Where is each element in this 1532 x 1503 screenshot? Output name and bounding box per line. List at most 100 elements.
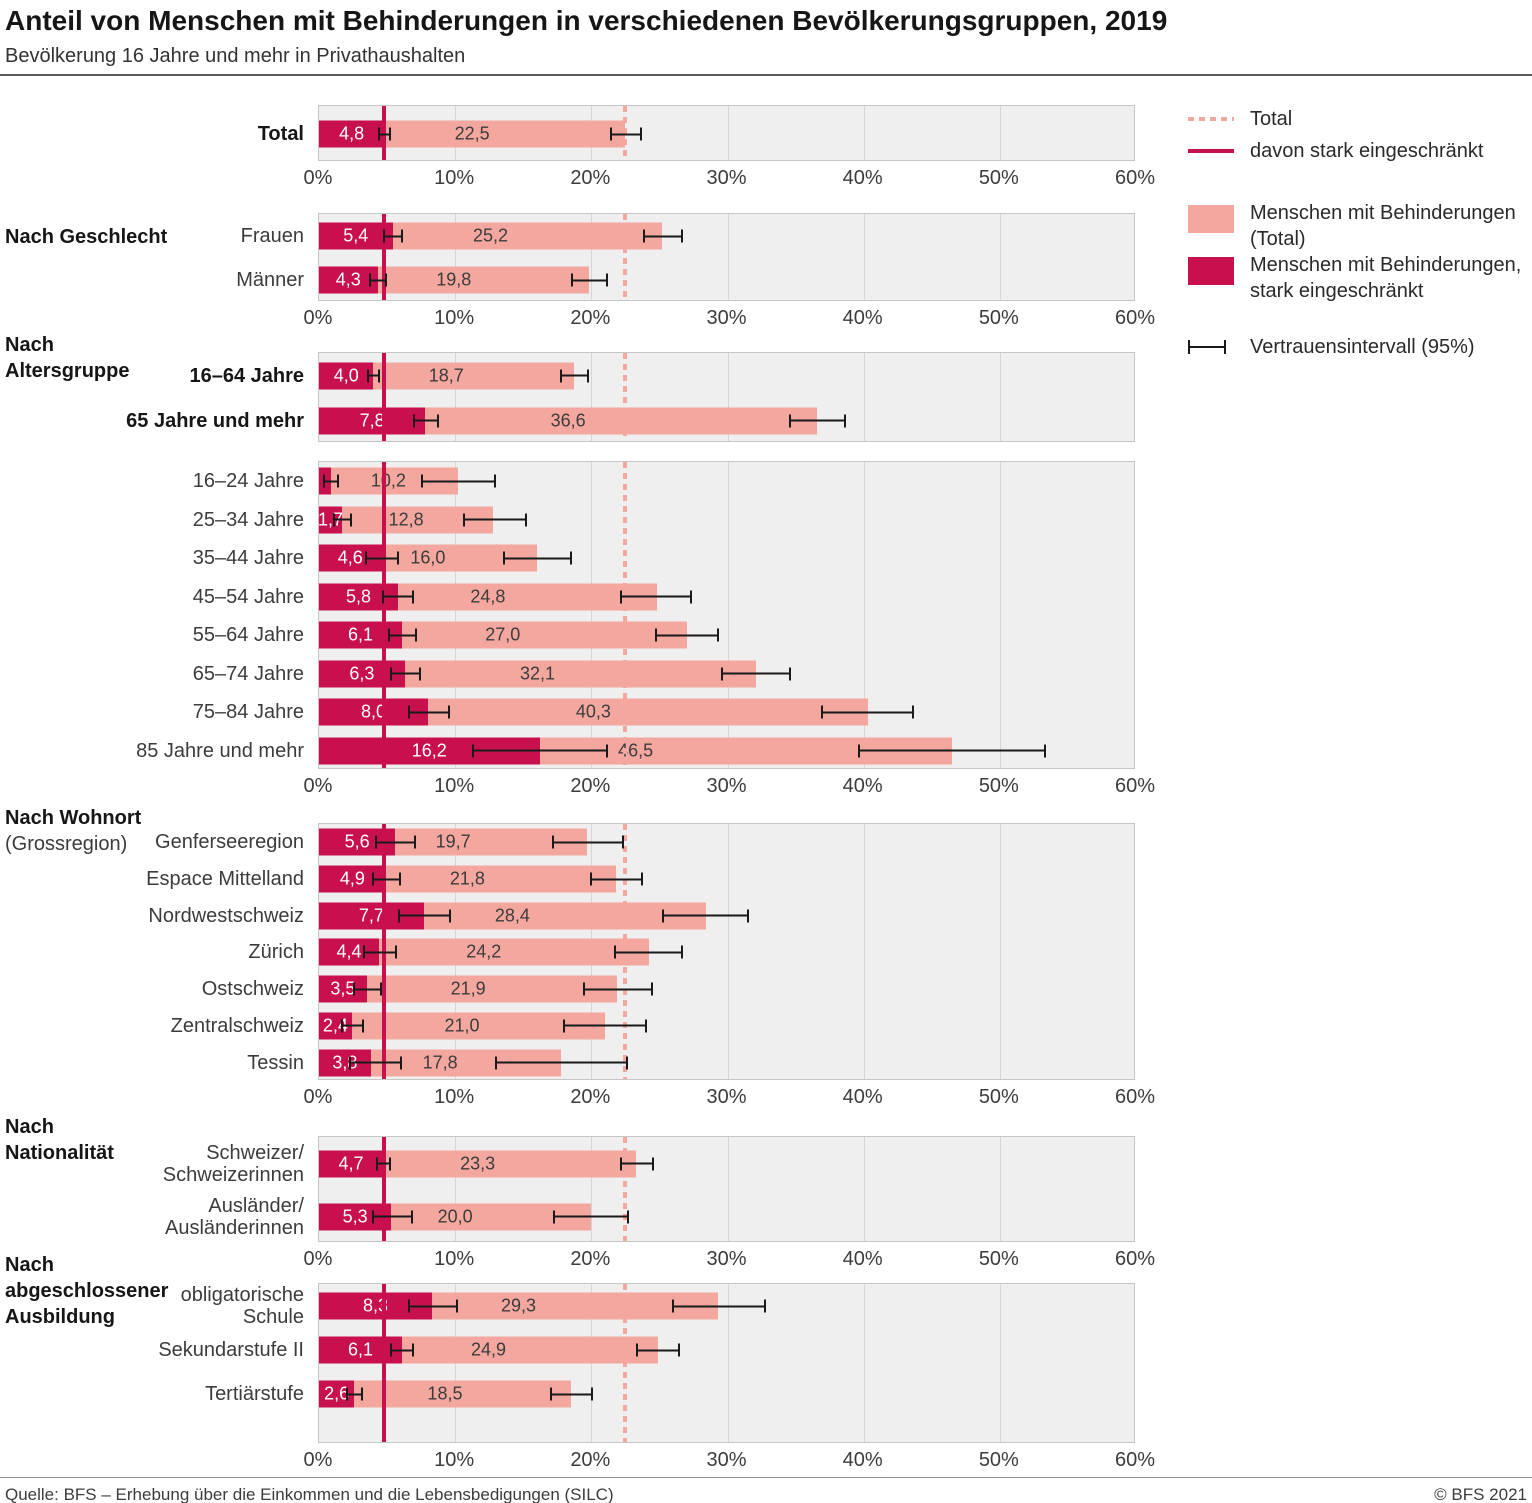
ci-total <box>655 628 720 642</box>
value-label-total: 20,0 <box>437 1206 473 1226</box>
value-label-severe: 4,7 <box>338 1153 364 1173</box>
bar-row: Sekundarstufe II 24,9 6,1 <box>158 1328 1134 1372</box>
value-label-total: 17,8 <box>422 1052 458 1073</box>
plot-area: Total 22,5 4,8 <box>258 105 1135 162</box>
plot-area: Schweizer/ Schweizerinnen 23,3 4,7 Auslände… <box>163 1136 1135 1242</box>
ci-total <box>589 872 644 886</box>
value-label-total: 21,8 <box>449 868 485 889</box>
ci-severe <box>372 872 401 886</box>
ref-line-severe <box>382 1137 387 1241</box>
ci-severe <box>369 273 388 287</box>
axis-tick-label: 50% <box>978 307 1019 329</box>
row-label: 25–34 Jahre <box>192 508 304 531</box>
axis-tick-label: 20% <box>570 1086 611 1108</box>
row-label: Total <box>257 123 304 145</box>
value-label-total: 23,3 <box>460 1153 496 1173</box>
axis-tick-label: 60% <box>1114 1086 1156 1108</box>
axis-tick-label: 10% <box>434 307 475 329</box>
bar-row: 55–64 Jahre 27,0 6,1 <box>193 616 1134 655</box>
gridline <box>863 353 865 441</box>
gridline <box>727 1284 729 1442</box>
axis-tick-label: 10% <box>434 775 475 797</box>
section-line: Nach <box>5 334 54 356</box>
section-line: (Grossregion) <box>5 833 128 855</box>
bar-row: Frauen 25,2 5,4 <box>241 214 1134 258</box>
ci-severe <box>389 667 422 681</box>
gridline <box>591 462 593 768</box>
axis-tick-label: 60% <box>1114 1248 1156 1270</box>
total-box-swatch-icon <box>1188 200 1234 233</box>
value-label-total: 16,0 <box>410 547 446 568</box>
value-label-total: 28,4 <box>494 905 530 926</box>
bar-row: 85 Jahre und mehr 46,5 16,2 <box>136 732 1134 771</box>
axis-tick-label: 50% <box>978 775 1019 797</box>
axis-tick-label: 30% <box>706 1086 747 1108</box>
bar-row: Genferseeregion 19,7 5,6 <box>155 824 1134 861</box>
bar-row: Schweizer/ Schweizerinnen 23,3 4,7 <box>163 1137 1134 1190</box>
value-label-severe: 7,8 <box>359 410 385 430</box>
value-label-severe: 6,1 <box>348 1339 374 1360</box>
total-dotted-line-icon <box>1188 106 1234 121</box>
gridline <box>999 1284 1001 1442</box>
ref-line-total <box>623 462 628 768</box>
ci-severe <box>372 1210 413 1223</box>
axis-tick-label: 0% <box>303 775 333 797</box>
ci-total <box>560 369 589 382</box>
ci-severe <box>382 229 404 243</box>
gridline <box>999 1137 1001 1241</box>
ci-total <box>551 835 624 849</box>
axis-tick-label: 40% <box>842 307 883 329</box>
ref-line-severe <box>382 462 387 768</box>
section-line: Nach Geschlecht <box>5 226 168 248</box>
axis-tick-label: 0% <box>303 1248 333 1270</box>
gridline <box>999 462 1001 768</box>
value-label-total: 36,6 <box>550 410 586 430</box>
value-label-severe: 2,6 <box>324 1383 350 1404</box>
ref-line-severe <box>382 353 387 441</box>
row-label: 16–24 Jahre <box>192 470 304 493</box>
ref-line-severe <box>382 214 387 300</box>
bar-row: Total 22,5 4,8 <box>258 106 1134 162</box>
ci-total <box>610 127 642 141</box>
value-label-severe: 7,7 <box>358 905 384 926</box>
value-label-total: 22,5 <box>454 123 490 144</box>
axis-tick-label: 40% <box>842 1086 883 1108</box>
gridline <box>863 106 865 160</box>
row-label: 65 Jahre und mehr <box>126 409 304 432</box>
axis-tick-label: 10% <box>434 1248 475 1270</box>
section-label: Nach Geschlecht <box>5 224 305 250</box>
ci-severe <box>381 590 415 604</box>
row-label: Ausländer/ Ausländerinnen <box>165 1194 304 1239</box>
ci-severe <box>377 127 392 141</box>
value-label-severe: 3,5 <box>330 978 356 999</box>
ref-line-severe <box>382 1284 387 1442</box>
ci-total <box>821 705 915 719</box>
ci-severe <box>471 744 608 758</box>
bar-row: 65–74 Jahre 32,1 6,3 <box>193 655 1134 694</box>
value-label-severe: 5,4 <box>343 225 369 246</box>
value-label-total: 21,9 <box>450 978 486 999</box>
ci-total <box>502 551 573 565</box>
bar-severe <box>319 266 378 294</box>
axis-tick-label: 60% <box>1114 307 1156 329</box>
gridline <box>999 353 1001 441</box>
row-label: obligatorische Schule <box>180 1284 304 1328</box>
gridline <box>727 106 729 160</box>
bar-row: 75–84 Jahre 40,3 8,0 <box>193 693 1134 732</box>
bar-row: 35–44 Jahre 16,0 4,6 <box>193 539 1134 578</box>
value-label-total: 29,3 <box>500 1295 536 1316</box>
axis: 0% 10% 20% 30% 40% 50% 60% <box>0 1086 1532 1112</box>
ref-line-total <box>623 1284 628 1442</box>
axis: 0% 10% 20% 30% 40% 50% 60% <box>0 307 1532 333</box>
axis-tick-label: 30% <box>706 1248 747 1270</box>
bar-severe <box>319 621 403 649</box>
gridline <box>727 214 729 300</box>
legend-label: Menschen mit Behinderungen (Total) <box>1250 202 1516 250</box>
ci-total <box>643 229 683 243</box>
axis-tick-label: 0% <box>303 1449 333 1471</box>
bar-severe <box>319 1336 403 1364</box>
axis-tick-label: 20% <box>570 307 611 329</box>
axis-tick-label: 10% <box>434 1449 475 1471</box>
value-label-severe: 5,8 <box>345 586 371 607</box>
